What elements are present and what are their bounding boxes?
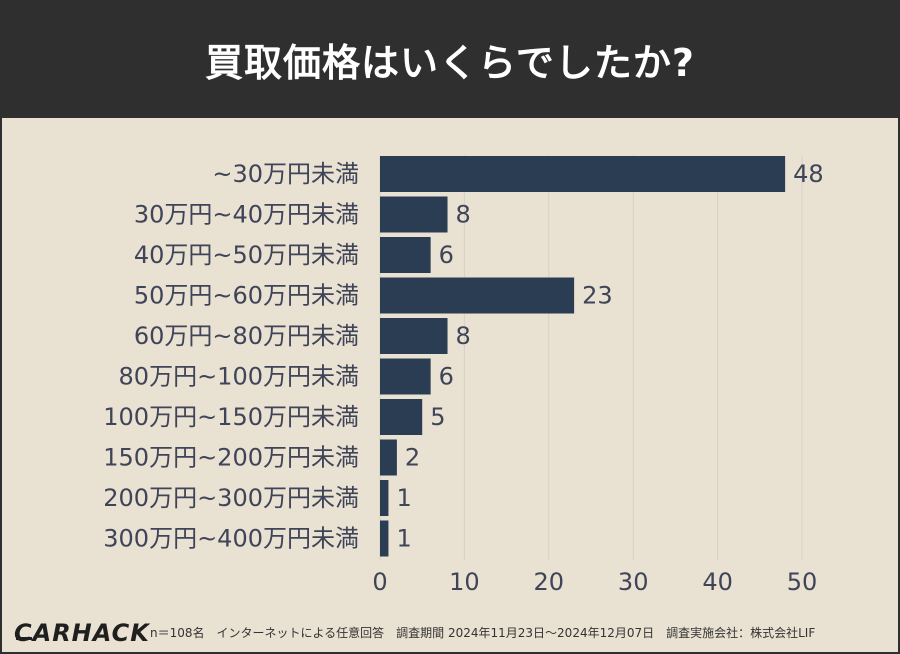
value-label: 5 [430,403,445,431]
bar-chart: 0 10 20 30 40 50 ~30万円未満 48 30万円~40万円未満 8 40万円~50万… [103,155,824,596]
category-label: 300万円~400万円未満 [103,525,359,553]
value-label: 23 [582,282,613,310]
value-label: 6 [439,241,454,269]
survey-note: n＝108名 インターネットによる任意回答 調査期間 2024年11月23日〜2… [150,626,816,640]
bar [380,237,431,273]
value-label: 6 [439,363,454,391]
bar [380,480,389,516]
category-label: 60万円~80万円未満 [134,322,359,350]
x-tick-label: 20 [534,568,565,596]
value-label: 1 [396,525,411,553]
category-label: 30万円~40万円未満 [134,201,359,229]
x-tick-label: 10 [449,568,480,596]
bar [380,318,448,354]
bar [380,520,389,557]
chart-panel: 0 10 20 30 40 50 ~30万円未満 48 30万円~40万円未満 8 40万円~50万… [2,118,898,652]
x-tick-label: 50 [787,568,818,596]
chart-title: 買取価格はいくらでしたか? [205,40,695,85]
footer: CARHACK n＝108名 インターネットによる任意回答 調査期間 2024年… [2,614,898,652]
category-label: 50万円~60万円未満 [134,282,359,310]
bar [380,439,397,476]
bar [380,196,448,233]
value-label: 1 [396,484,411,512]
category-label: 40万円~50万円未満 [134,241,359,269]
bar [380,399,423,435]
value-label: 2 [405,444,420,472]
x-tick-label: 30 [618,568,649,596]
logo: CARHACK [14,614,150,652]
value-label: 8 [456,201,471,229]
value-label: 8 [456,322,471,350]
x-tick-label: 0 [372,568,387,596]
category-label: ~30万円未満 [212,160,359,188]
logo-text: CARHACK [14,619,150,647]
category-label: 80万円~100万円未満 [119,363,359,391]
bar [380,358,431,395]
value-label: 48 [793,160,824,188]
bar [380,156,786,192]
x-tick-label: 40 [702,568,733,596]
logo-accent-line [16,637,32,640]
title-bar: 買取価格はいくらでしたか? [0,0,900,118]
category-label: 200万円~300万円未満 [103,484,359,512]
category-label: 150万円~200万円未満 [103,444,359,472]
bar [380,277,575,314]
category-label: 100万円~150万円未満 [103,403,359,431]
